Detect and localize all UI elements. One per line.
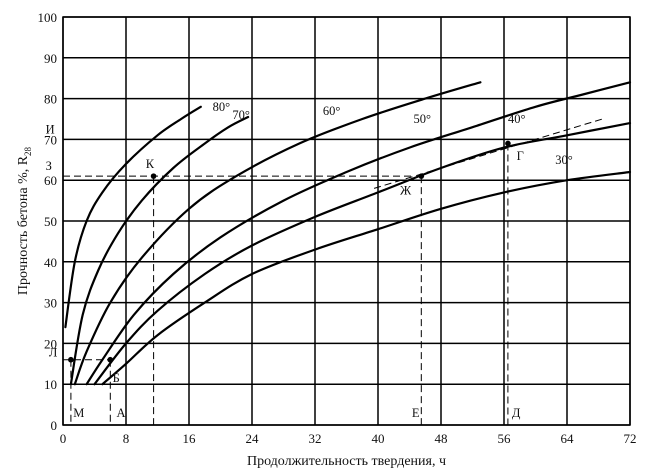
letter-annotation: Е (412, 406, 420, 420)
curve-30-deg (101, 170, 632, 386)
letter-annotations: И З М А Е Д (46, 122, 521, 420)
x-tick-label: 48 (435, 431, 448, 446)
y-tick-label: 0 (51, 418, 58, 433)
curve-label: 50° (413, 112, 431, 126)
point-marker (505, 140, 511, 147)
y-tick-label: 30 (44, 296, 57, 311)
x-tick-label: 40 (372, 431, 385, 446)
point-marker (150, 173, 157, 179)
point-marker (107, 356, 114, 363)
point-marker (418, 173, 425, 179)
y-tick-label: 100 (38, 10, 58, 25)
curve-label: 80° (213, 100, 231, 114)
curve-label: 40° (508, 112, 526, 126)
curve-series (64, 81, 632, 386)
x-tick-label: 56 (498, 431, 512, 446)
point-marker (68, 356, 74, 363)
x-tick-label: 8 (123, 431, 130, 446)
y-tick-label: 20 (44, 336, 57, 351)
x-tick-label: 0 (60, 431, 67, 446)
y-tick-label: 50 (44, 214, 57, 229)
y-axis-title-main: Прочность бетона %, R (16, 155, 31, 295)
x-tick-label: 32 (309, 431, 322, 446)
x-axis-title: Продолжительность твердения, ч (247, 454, 446, 469)
curve-70-deg (69, 115, 250, 386)
point-label: Ж (400, 183, 412, 197)
letter-annotation: М (73, 406, 84, 420)
point-label: Б (113, 371, 120, 385)
letter-annotation: А (117, 406, 126, 420)
curve-label: 70° (232, 108, 250, 122)
guide-line (373, 118, 603, 189)
curve-labels: 80°70° 60° 50° 40° 30° (213, 100, 573, 167)
chart-grid (62, 16, 631, 426)
guide-lines (63, 118, 603, 425)
x-tick-label: 24 (246, 431, 260, 446)
point-markers: К Ж Г Б Л (49, 140, 524, 385)
curve-80-deg (64, 105, 202, 329)
y-tick-label: 40 (44, 255, 57, 270)
plot-frame (62, 16, 631, 426)
curve-50-deg (85, 81, 632, 386)
x-tick-label: 72 (624, 431, 637, 446)
y-tick-label: 70 (44, 132, 57, 147)
letter-annotation: З (46, 159, 52, 173)
y-tick-label: 90 (44, 51, 57, 66)
x-tick-label: 64 (561, 431, 575, 446)
point-label: К (146, 157, 155, 171)
curve-60-deg (73, 81, 482, 386)
point-label: Л (49, 345, 58, 359)
y-axis-title-subscript: 28 (23, 146, 33, 156)
x-tick-label: 16 (183, 431, 197, 446)
point-label: Г (517, 149, 524, 163)
curve-40-deg (93, 122, 632, 386)
letter-annotation: Д (512, 406, 521, 420)
y-tick-label: 60 (44, 173, 57, 188)
y-tick-label: 80 (44, 92, 57, 107)
curve-label: 30° (555, 153, 573, 167)
curve-label: 60° (323, 104, 341, 118)
letter-annotation: И (46, 122, 55, 136)
y-axis-title: Прочность бетона %, R28 (16, 146, 33, 295)
y-tick-label: 10 (44, 377, 57, 392)
tick-labels: 0 10 20 30 40 50 60 70 80 90 100 0 8 16 24 32 40 48 56 64 72 (38, 10, 637, 446)
